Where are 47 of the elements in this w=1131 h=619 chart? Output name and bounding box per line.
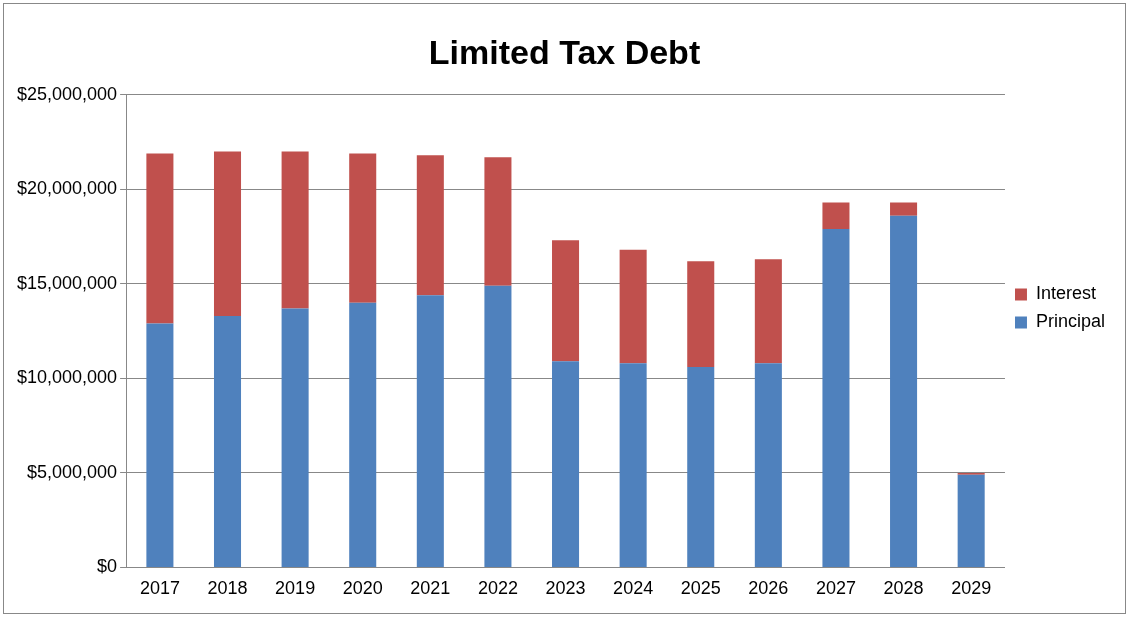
bar: [146, 323, 174, 567]
bar: [416, 295, 444, 567]
y-tick-label: $20,000,000: [16, 178, 118, 199]
bar: [822, 202, 850, 230]
x-tick-label: 2029: [951, 578, 992, 599]
bar: [687, 367, 715, 567]
legend-label: Principal: [1035, 311, 1105, 332]
x-tick-label: 2024: [613, 578, 654, 599]
x-tick-label: 2021: [410, 578, 451, 599]
bar: [349, 153, 377, 303]
x-tick-label: 2017: [139, 578, 180, 599]
chart-title: Limited Tax Debt: [428, 32, 701, 71]
x-tick-label: 2026: [748, 578, 789, 599]
x-tick-label: 2022: [477, 578, 518, 599]
bar: [484, 157, 512, 286]
bar: [619, 363, 647, 567]
x-tick-label: 2023: [545, 578, 586, 599]
bar: [687, 261, 715, 368]
x-tick-label: 2020: [342, 578, 383, 599]
x-tick-label: 2018: [207, 578, 248, 599]
bar: [213, 315, 242, 567]
bar: [281, 308, 309, 567]
x-tick-label: 2027: [815, 578, 856, 599]
bar: [281, 151, 309, 309]
y-tick-label: $5,000,000: [27, 461, 118, 482]
bar: [552, 361, 580, 567]
bar: [890, 215, 918, 567]
y-tick-label: $0: [97, 556, 118, 577]
bar: [754, 259, 782, 364]
y-tick-label: $15,000,000: [16, 272, 118, 293]
x-tick-label: 2019: [275, 578, 316, 599]
bar: [619, 249, 647, 364]
x-tick-label: 2025: [680, 578, 721, 599]
legend-label: Interest: [1035, 283, 1096, 304]
bar: [957, 474, 985, 567]
bar: [552, 240, 580, 362]
bar: [349, 302, 377, 567]
y-tick-label: $25,000,000: [16, 83, 118, 104]
bar: [213, 151, 242, 316]
x-tick-label: 2028: [883, 578, 924, 599]
bar: [484, 285, 512, 567]
y-tick-label: $10,000,000: [16, 367, 118, 388]
bar: [890, 202, 918, 216]
bar: [146, 153, 174, 324]
bar: [416, 155, 444, 296]
bar: [822, 229, 850, 567]
bar: [754, 363, 782, 567]
